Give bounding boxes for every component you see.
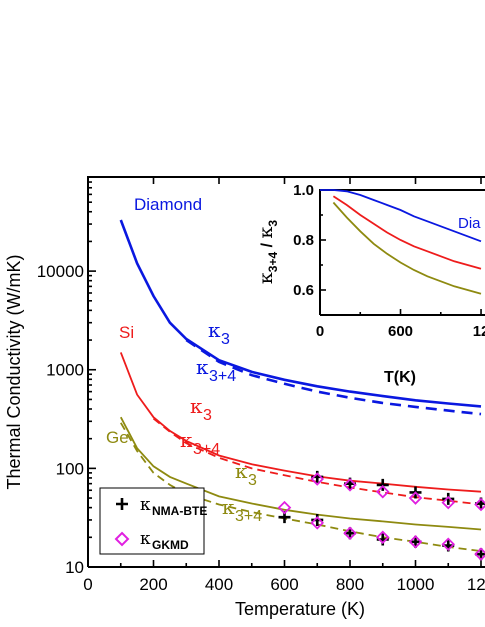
svg-text:3+4: 3+4	[193, 441, 220, 458]
svg-text:GKMD: GKMD	[152, 538, 189, 552]
inset-plot: 0 600 12 0.6 0.8 1.0 T(K) κ3+4 / κ3 Dia	[255, 182, 485, 386]
x-tick-label: 120	[467, 575, 485, 594]
x-tick-label: 0	[83, 575, 92, 594]
inset-background	[320, 190, 485, 315]
series-diamond-k3p4	[185, 339, 482, 416]
inset-series-si	[332, 195, 482, 270]
inset-y-ticks: 0.6 0.8 1.0	[293, 182, 326, 299]
inset-y-axis-title: κ3+4 / κ3	[255, 220, 280, 284]
inset-y-tick-label: 0.8	[293, 232, 314, 249]
nma-bte-point	[376, 478, 389, 491]
nma-bte-point	[475, 548, 485, 561]
svg-text:3: 3	[203, 407, 212, 424]
legend-diamond-marker	[114, 531, 130, 547]
x-tick-label: 800	[336, 575, 364, 594]
gkmd-point	[310, 516, 325, 530]
label-diamond: Diamond	[134, 195, 202, 214]
gkmd-point	[375, 484, 390, 499]
nma-bte-point	[311, 513, 324, 526]
gkmd-point	[277, 500, 292, 515]
y-tick-label: 10000	[37, 262, 84, 281]
y-tick-label: 1000	[46, 361, 84, 380]
nma-bte-point	[442, 492, 455, 505]
label-diamond-k3: κ 3	[208, 318, 230, 348]
svg-text:κ: κ	[196, 355, 209, 379]
label-diamond-k34: κ 3+4	[196, 355, 236, 385]
inset-x-axis-title: T(K)	[384, 369, 416, 386]
svg-text:κ: κ	[180, 428, 193, 452]
svg-text:3+4: 3+4	[209, 368, 236, 385]
y-axis-title: Thermal Conductivity (W/mK)	[4, 254, 24, 489]
inset-label-diamond: Dia	[458, 215, 481, 232]
inset-y-tick-label: 0.6	[293, 282, 314, 299]
series-diamond-k3	[119, 219, 482, 408]
y-tick-label: 100	[56, 459, 84, 478]
label-si-k34: κ 3+4	[180, 428, 220, 458]
inset-x-tick-label: 12	[473, 323, 485, 340]
label-ge: Ge	[106, 428, 129, 447]
inset-x-tick-label: 0	[316, 323, 324, 340]
legend: κ NMA-BTE κ GKMD	[99, 487, 207, 555]
svg-text:3+4: 3+4	[235, 508, 262, 525]
svg-text:NMA-BTE: NMA-BTE	[152, 504, 207, 518]
svg-text:κ: κ	[140, 529, 151, 549]
svg-text:κ: κ	[235, 459, 248, 483]
gkmd-point	[375, 530, 390, 545]
inset-x-ticks: 0 600 12	[316, 309, 485, 340]
legend-entry-nma-bte: κ NMA-BTE	[116, 495, 207, 518]
svg-text:3: 3	[248, 472, 257, 489]
gkmd-point	[441, 537, 456, 552]
svg-text:κ: κ	[190, 394, 203, 418]
svg-text:κ3+4 / κ3: κ3+4 / κ3	[255, 220, 280, 284]
main-y-ticks: 10 100 1000 10000	[37, 176, 96, 577]
svg-text:κ: κ	[222, 495, 235, 519]
series-si-k3p4	[152, 417, 482, 506]
label-si-k3: κ 3	[190, 394, 212, 424]
x-tick-label: 200	[139, 575, 167, 594]
nma-bte-point	[409, 535, 422, 548]
x-tick-label: 1000	[397, 575, 435, 594]
y-tick-label: 10	[65, 558, 84, 577]
x-tick-label: 400	[205, 575, 233, 594]
x-axis-title: Temperature (K)	[235, 599, 365, 619]
legend-box	[99, 487, 205, 555]
nma-bte-point	[344, 527, 356, 540]
series-si-k3	[119, 352, 482, 493]
inset-y-tick-label: 1.0	[293, 182, 314, 199]
svg-text:3: 3	[221, 331, 230, 348]
svg-text:κ: κ	[140, 495, 151, 515]
legend-plus-marker	[116, 498, 128, 510]
inset-series-diamond	[320, 189, 482, 243]
inset-x-tick-label: 600	[388, 323, 413, 340]
x-tick-label: 600	[270, 575, 298, 594]
gkmd-point	[343, 526, 357, 540]
inset-series	[320, 189, 482, 295]
label-ge-k3: κ 3	[235, 459, 257, 489]
gkmd-point	[310, 472, 325, 486]
label-si: Si	[119, 323, 134, 342]
legend-entry-gkmd: κ GKMD	[114, 529, 189, 552]
main-points	[277, 470, 485, 561]
main-x-ticks: 02004006008001000120	[83, 177, 485, 594]
svg-text:κ: κ	[208, 318, 221, 342]
inset-series-ge	[332, 201, 482, 295]
gkmd-point	[441, 495, 456, 510]
series-ge-k3	[120, 416, 482, 531]
gkmd-point	[343, 478, 357, 492]
label-ge-k34: κ 3+4	[222, 495, 262, 525]
gkmd-point	[408, 491, 423, 505]
gkmd-point	[408, 535, 423, 549]
